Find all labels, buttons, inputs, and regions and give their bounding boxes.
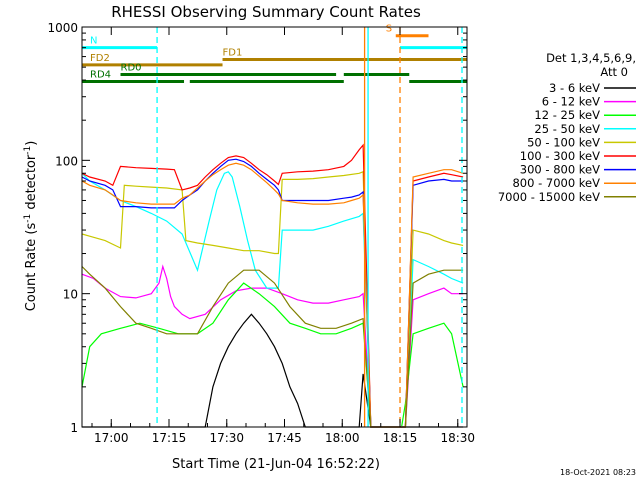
x-tick-label: 17:45: [267, 431, 302, 445]
series-line-7000-15000-kev: [81, 266, 464, 428]
vertical-markers-layer: [156, 27, 463, 427]
y-axis-title: Count Rate (s-1 detector-1): [23, 141, 39, 312]
series-line-50-100-kev: [81, 170, 464, 428]
y-axis-title-part1: Count Rate (s: [24, 223, 39, 312]
series-line-12-25-kev: [81, 282, 464, 428]
legend-label-25-50-kev: 25 - 50 keV: [534, 122, 600, 136]
legend-label-100-300-kev: 100 - 300 keV: [520, 149, 600, 163]
legend-label-800-7000-kev: 800 - 7000 keV: [512, 176, 600, 190]
y-axis-title-part2: detector: [24, 154, 39, 214]
legend-label-3-6-kev: 3 - 6 keV: [549, 81, 600, 95]
x-tick-label: 17:30: [209, 431, 244, 445]
x-tick-label: 17:00: [94, 431, 129, 445]
y-axis-title-sup1: -1: [23, 214, 33, 223]
flag-label-fd2: FD2: [90, 53, 110, 64]
legend-label-7000-15000-kev: 7000 - 15000 keV: [498, 190, 600, 204]
x-tick-label: 18:15: [383, 431, 418, 445]
legend-label-50-100-kev: 50 - 100 keV: [527, 135, 600, 149]
legend-label-12-25-kev: 12 - 25 keV: [534, 108, 600, 122]
x-tick-label: 17:15: [152, 431, 187, 445]
flag-label-n: N: [90, 36, 97, 47]
legend-label-6-12-kev: 6 - 12 keV: [542, 95, 600, 109]
flag-label-s: S: [386, 24, 392, 35]
x-tick-label: 18:30: [440, 431, 475, 445]
y-axis-title-sup2: -1: [23, 146, 33, 155]
y-tick-label: 1: [70, 421, 78, 435]
y-tick-label: 10: [63, 288, 78, 302]
flag-label-fd1: FD1: [223, 48, 243, 59]
y-tick-label: 1000: [47, 21, 78, 35]
legend-label-300-800-kev: 300 - 800 keV: [520, 163, 600, 177]
flag-label-rd4: RD4: [90, 70, 111, 81]
series-line-800-7000-kev: [81, 162, 464, 428]
series-line-300-800-kev: [81, 158, 464, 428]
series-layer: [81, 143, 464, 428]
flag-bars-layer: N S FD1 FD2 RD0 RD4: [82, 24, 467, 84]
chart-title: RHESSI Observing Summary Count Rates: [111, 3, 421, 21]
x-axis-title: Start Time (21-Jun-04 16:52:22): [172, 457, 380, 472]
y-axis-title-part3: ): [24, 141, 39, 146]
y-axis-ticks: 1 10 100 1000: [47, 21, 467, 435]
generation-timestamp: 18-Oct-2021 08:23: [560, 468, 636, 477]
legend-header-attenuator: Att 0: [600, 65, 628, 79]
plot-frame: [81, 26, 468, 428]
x-axis-ticks: 17:00 17:15 17:30 17:45 18:00 18:15 18:30: [91, 27, 475, 445]
legend-header-detectors: Det 1,3,4,5,6,9,: [546, 51, 636, 65]
series-line-25-50-kev: [81, 171, 464, 428]
y-tick-label: 100: [55, 154, 78, 168]
x-tick-label: 18:00: [325, 431, 360, 445]
flag-label-rd0: RD0: [121, 63, 142, 74]
